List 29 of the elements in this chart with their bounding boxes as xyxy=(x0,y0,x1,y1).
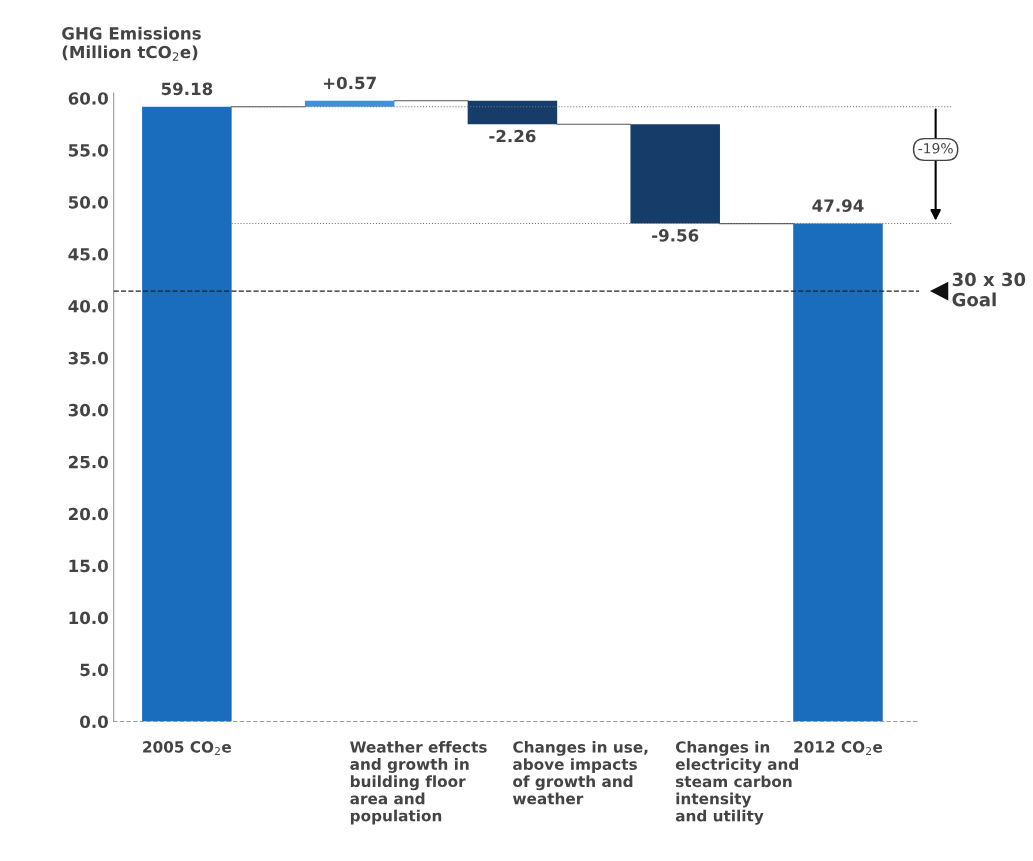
bar xyxy=(793,223,883,722)
y-tick-label: 50.0 xyxy=(68,196,108,209)
y-tick-label: 55.0 xyxy=(68,144,108,157)
y-tick-label: 10.0 xyxy=(69,611,108,625)
x-tick-label: 2005 CO$_{2}$e xyxy=(143,741,231,755)
data-label: 47.94 xyxy=(812,199,864,212)
y-tick-label: 15.0 xyxy=(69,559,108,573)
y-axis-title: GHG Emissions (Million tCO$_{2}$e) xyxy=(62,26,201,61)
y-tick-label: 40.0 xyxy=(68,299,108,313)
y-tick-label: 25.0 xyxy=(68,455,108,469)
y-tick-label: 20.0 xyxy=(68,507,108,521)
data-label: -2.26 xyxy=(489,129,536,143)
bar xyxy=(142,106,232,722)
x-tick-label: Weather effects and growth in building floor area and population xyxy=(350,740,487,825)
ref-line-label: 30 x 30 Goal xyxy=(952,272,1026,307)
bar xyxy=(467,100,558,125)
data-label: -9.56 xyxy=(652,229,699,242)
x-tick-label: Changes in use, above impacts of growth and weather xyxy=(512,740,648,805)
y-tick-label: 5.0 xyxy=(80,663,108,677)
data-label: 59.18 xyxy=(161,82,213,96)
y-tick-label: 30.0 xyxy=(68,403,108,417)
y-tick-label: 45.0 xyxy=(68,247,108,261)
y-tick-label: 60.0 xyxy=(68,92,108,105)
bar xyxy=(304,100,395,107)
y-tick-label: 35.0 xyxy=(68,351,108,365)
annotation: -19% xyxy=(918,143,953,154)
bar xyxy=(630,124,720,224)
y-tick-label: 0.0 xyxy=(80,715,108,729)
data-label: +0.57 xyxy=(323,76,376,90)
